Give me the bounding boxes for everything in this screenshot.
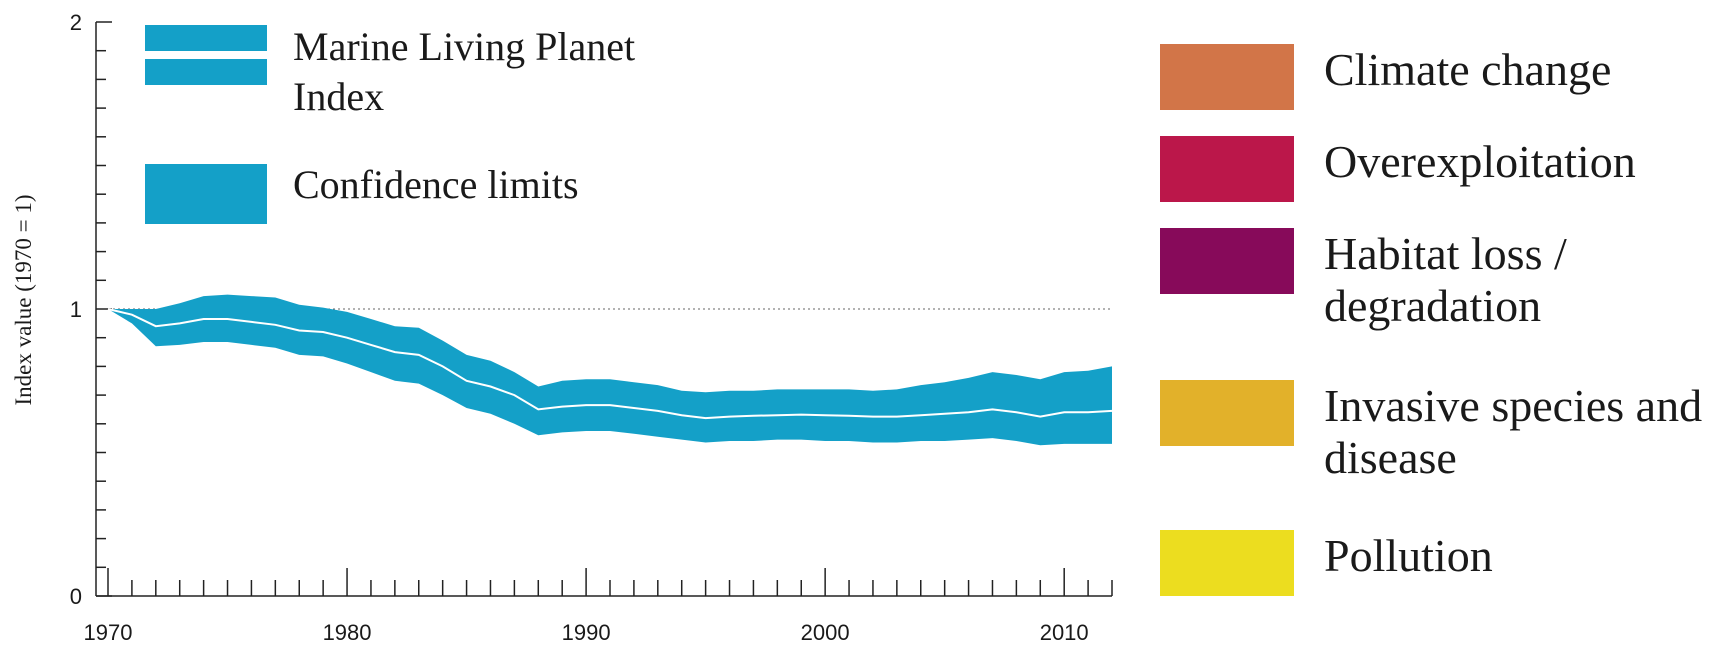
driver-item: Climate change	[1160, 44, 1724, 110]
x-tick-label: 1980	[323, 620, 372, 645]
driver-item: Pollution	[1160, 530, 1724, 596]
confidence-band	[108, 294, 1112, 446]
driver-swatch	[1160, 44, 1294, 110]
driver-swatch	[1160, 530, 1294, 596]
driver-label: Overexploitation	[1324, 136, 1636, 187]
x-tick-label: 1990	[562, 620, 611, 645]
legend-index-swatch	[145, 25, 267, 85]
chart-legend: Marine Living Planet Index Confidence li…	[145, 24, 645, 224]
legend-index-label-line2: Index	[293, 74, 384, 119]
y-tick-label: 0	[70, 584, 82, 609]
driver-item: Invasive species and disease	[1160, 380, 1724, 484]
legend-confidence-swatch	[145, 164, 267, 224]
driver-swatch	[1160, 380, 1294, 446]
threat-drivers-legend: Climate change Overexploitation Habitat lo…	[1160, 0, 1731, 648]
driver-label: Habitat loss / degradation	[1324, 228, 1567, 331]
driver-swatch	[1160, 228, 1294, 294]
legend-index-label-line1: Marine Living Planet	[293, 24, 635, 69]
x-axis-ticks: 1970 1980 1990 2000 2010	[84, 568, 1113, 645]
legend-confidence-label: Confidence limits	[293, 162, 579, 207]
y-tick-label: 1	[70, 297, 82, 322]
y-axis-label: Index value (1970 = 1)	[11, 195, 36, 406]
x-tick-label: 2000	[801, 620, 850, 645]
index-line	[107, 308, 1113, 420]
x-tick-label: 1970	[84, 620, 133, 645]
driver-item: Habitat loss / degradation	[1160, 228, 1724, 332]
driver-item: Overexploitation	[1160, 136, 1724, 202]
driver-swatch	[1160, 136, 1294, 202]
driver-label: Pollution	[1324, 530, 1493, 581]
x-tick-label: 2010	[1040, 620, 1089, 645]
y-axis-ticks: 0 1 2	[70, 10, 112, 609]
driver-label: Climate change	[1324, 44, 1612, 95]
plot-area: 0 1 2 1970 1980 1990 2000 2010	[70, 10, 1113, 645]
marine-lpi-chart: 0 1 2 1970 1980 1990 2000 2010 Index value (19…	[11, 10, 1113, 645]
legend-index-label: Marine Living Planet Index	[293, 24, 645, 119]
y-tick-label: 2	[70, 10, 82, 35]
driver-label: Invasive species and disease	[1324, 380, 1703, 483]
